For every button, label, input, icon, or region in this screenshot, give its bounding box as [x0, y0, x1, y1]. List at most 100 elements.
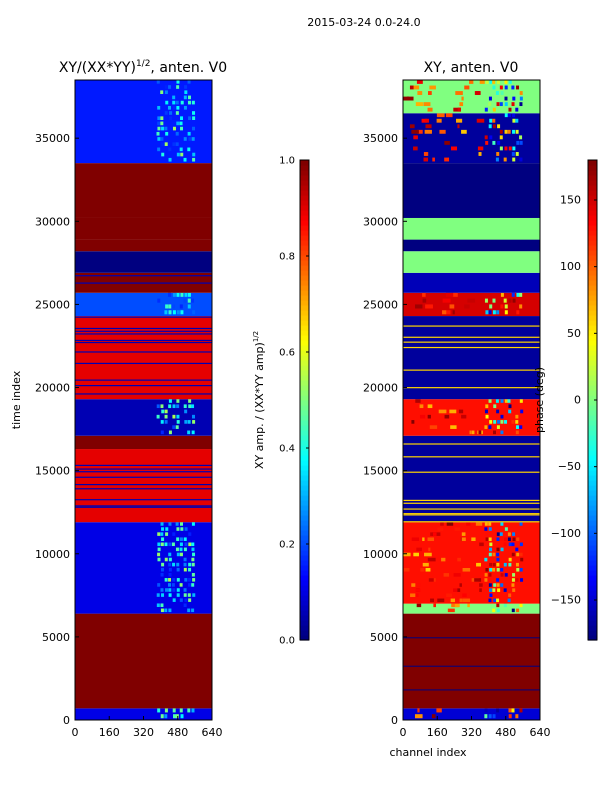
phase-noise-cell — [504, 129, 508, 134]
phase-band — [403, 435, 540, 523]
amplitude-stripe — [75, 339, 212, 341]
phase-noise-cell — [496, 708, 500, 713]
phase-noise-cell — [504, 310, 508, 315]
amplitude-noise-cell — [161, 593, 165, 597]
phase-colorbar-step — [588, 190, 597, 196]
amplitude-noise-cell — [180, 714, 184, 719]
amplitude-noise-cell — [180, 152, 184, 157]
phase-noise-cell — [492, 118, 496, 123]
amplitude-noise-cell — [176, 562, 180, 567]
phase-noise-cell — [441, 557, 446, 562]
phase-noise-cell — [453, 588, 458, 592]
phase-noise-cell — [488, 124, 492, 129]
phase-noise-cell — [489, 593, 493, 598]
amplitude-noise-cell — [168, 522, 172, 526]
amplitude-noise-cell — [179, 304, 183, 309]
phase-colorbar-step — [588, 480, 597, 486]
amplitude-noise-cell — [172, 121, 176, 126]
amplitude-noise-cell — [168, 583, 172, 587]
phase-noise-cell — [478, 152, 482, 156]
phase-noise-cell — [511, 583, 515, 587]
amplitude-noise-cell — [179, 547, 183, 552]
phase-colorbar-step — [588, 200, 597, 206]
amplitude-noise-cell — [184, 420, 188, 424]
phase-noise-cell — [512, 96, 516, 101]
phase-noise-cell — [515, 425, 519, 429]
amplitude-noise-cell — [191, 608, 195, 613]
amplitude-noise-cell — [169, 116, 173, 120]
phase-colorbar-step — [588, 240, 597, 246]
amplitude-noise-cell — [175, 131, 179, 136]
phase-noise-cell — [475, 522, 483, 526]
phase-colorbar-step — [588, 360, 597, 366]
amplitude-noise-cell — [183, 404, 187, 409]
amplitude-colorbar-step — [300, 355, 309, 361]
amplitude-noise-cell — [172, 95, 176, 100]
phase-noise-cell — [508, 557, 512, 562]
phase-noise-cell — [415, 588, 421, 592]
amplitude-colorbar-step — [300, 440, 309, 446]
phase-noise-cell — [427, 107, 433, 112]
phase-colorbar-step — [588, 590, 597, 596]
phase-band — [403, 603, 540, 614]
amplitude-stripe — [75, 384, 212, 387]
phase-colorbar-tick-label: 50 — [567, 327, 581, 340]
amplitude-noise-cell — [168, 85, 172, 89]
phase-stripe — [403, 502, 540, 504]
amplitude-noise-cell — [164, 111, 168, 115]
amplitude-noise-cell — [164, 714, 168, 719]
amplitude-noise-cell — [183, 557, 187, 562]
phase-noise-cell — [489, 568, 493, 572]
phase-band-fill — [403, 251, 540, 273]
amplitude-noise-cell — [187, 298, 191, 303]
amplitude-noise-cell — [187, 95, 191, 100]
phase-colorbar-step — [588, 270, 597, 276]
phase-noise-cell — [512, 588, 516, 592]
amplitude-colorbar-step — [300, 410, 309, 416]
amplitude-noise-cell — [161, 152, 165, 157]
amplitude-noise-cell — [164, 708, 168, 713]
amplitude-noise-cell — [168, 310, 172, 315]
amplitude-noise-cell — [165, 527, 169, 531]
phase-colorbar-step — [588, 430, 597, 436]
phase-noise-cell — [508, 409, 512, 414]
amplitude-noise-cell — [167, 105, 171, 110]
phase-noise-cell — [417, 91, 423, 95]
amplitude-noise-cell — [179, 537, 183, 541]
phase-noise-cell — [451, 292, 458, 297]
amplitude-noise-cell — [165, 131, 169, 136]
phase-noise-cell — [500, 414, 504, 419]
amplitude-noise-cell — [187, 131, 191, 136]
phase-x-tick-label: 160 — [427, 726, 448, 739]
phase-noise-cell — [457, 557, 461, 562]
phase-colorbar-step — [588, 175, 597, 181]
amplitude-colorbar-step — [300, 365, 309, 371]
phase-noise-cell — [424, 129, 432, 134]
phase-y-tick-label: 10000 — [363, 548, 398, 561]
amplitude-colorbar-tick-label: 0.2 — [279, 540, 295, 551]
amplitude-colorbar-step — [300, 500, 309, 506]
phase-noise-cell — [492, 310, 496, 315]
phase-noise-cell — [496, 102, 500, 107]
phase-noise-cell — [457, 107, 461, 112]
phase-colorbar-step — [588, 205, 597, 211]
phase-colorbar-step — [588, 505, 597, 511]
phase-noise-cell — [484, 527, 488, 531]
amplitude-colorbar-step — [300, 225, 309, 231]
amplitude-noise-cell — [183, 95, 187, 100]
amplitude-noise-cell — [172, 292, 176, 297]
amplitude-stripe — [75, 505, 212, 507]
phase-colorbar-step — [588, 550, 597, 556]
amplitude-noise-cell — [180, 100, 184, 105]
phase-noise-cell — [515, 714, 519, 719]
amplitude-noise-cell — [187, 708, 191, 713]
phase-noise-cell — [484, 557, 488, 562]
phase-noise-cell — [474, 91, 480, 95]
amplitude-colorbar-step — [300, 490, 309, 496]
phase-colorbar-step — [588, 465, 597, 471]
amplitude-noise-cell — [168, 593, 172, 597]
amplitude-colorbar-step — [300, 540, 309, 546]
phase-noise-cell — [444, 414, 450, 419]
amplitude-colorbar-step — [300, 245, 309, 251]
